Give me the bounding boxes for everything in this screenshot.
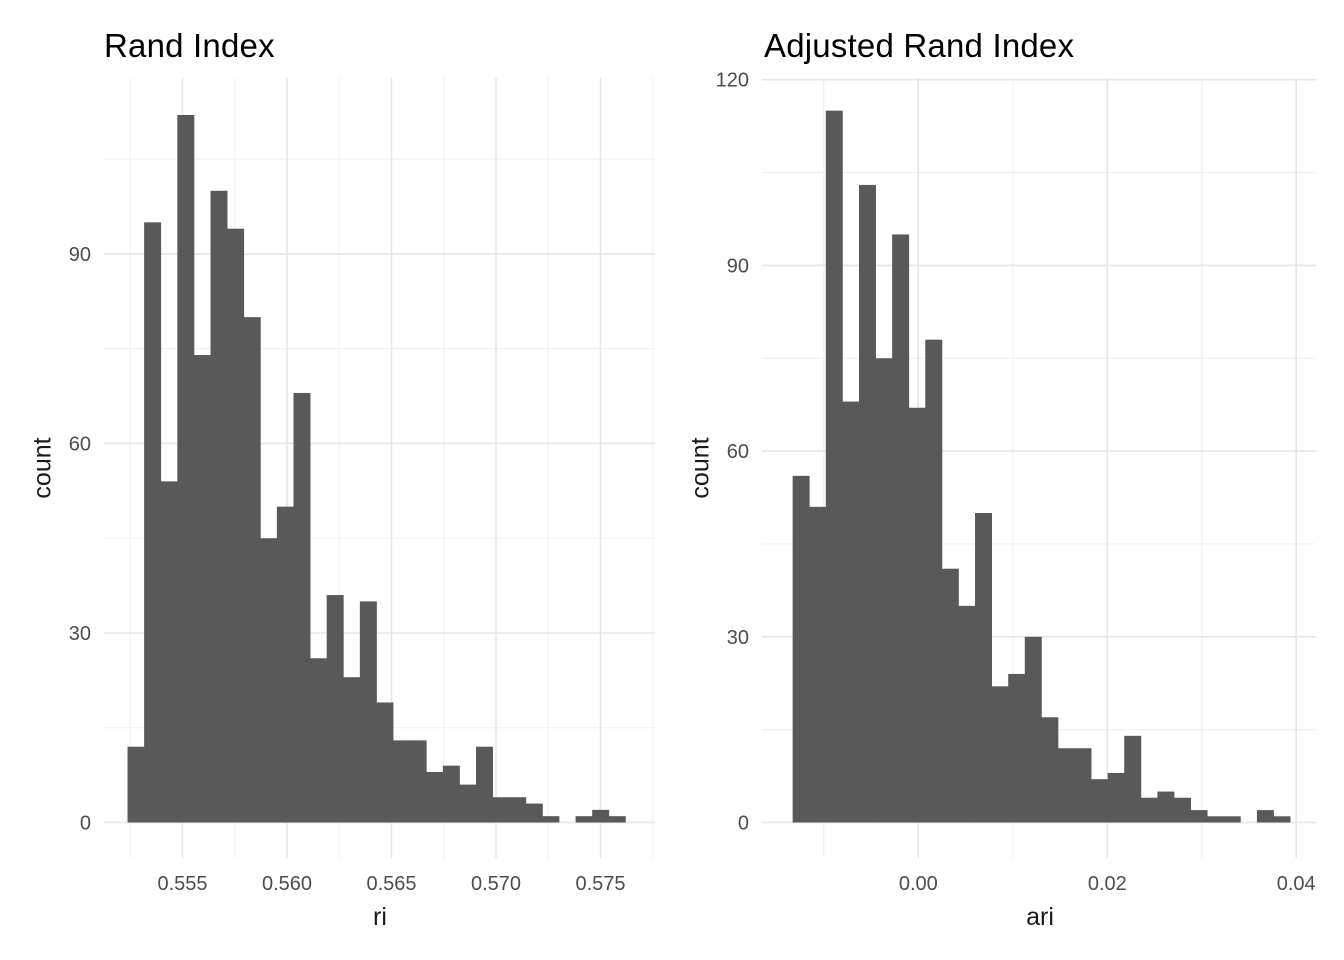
- histogram-bar: [409, 740, 427, 823]
- x-tick-label: 0.565: [366, 873, 416, 895]
- histogram-bar: [1223, 816, 1241, 823]
- y-tick-label: 60: [727, 441, 749, 463]
- tick-labels: 0.555 0.560 0.565 0.570 0.575 0 30 60 90: [69, 244, 626, 895]
- histogram-bar: [825, 110, 843, 823]
- histogram-bar: [1256, 810, 1274, 823]
- tick-labels: 0.00 0.02 0.04 0 30 60 90 120: [716, 70, 1316, 895]
- histogram-bar: [476, 746, 494, 823]
- histogram-bar: [1074, 748, 1092, 823]
- histogram-bar: [958, 605, 976, 823]
- x-tick-label: 0.575: [575, 873, 625, 895]
- histogram-bar: [608, 816, 626, 823]
- y-tick-label: 30: [69, 623, 91, 645]
- histogram-bar: [975, 513, 993, 823]
- histogram-bar: [792, 475, 810, 823]
- y-tick-label: 90: [727, 255, 749, 277]
- histogram-bar: [160, 481, 178, 823]
- histogram-bar: [393, 740, 411, 823]
- histogram-bar: [127, 746, 145, 823]
- histogram-bar: [326, 595, 344, 823]
- histogram-bar: [809, 506, 827, 823]
- histogram-bar: [908, 407, 926, 823]
- histogram-bars: [127, 115, 626, 823]
- histogram-bar: [144, 222, 162, 823]
- y-tick-label: 30: [727, 627, 749, 649]
- histogram-bar: [426, 771, 444, 823]
- panel-1: 0.00 0.02 0.04 0 30 60 90 120: [716, 70, 1316, 895]
- x-axis-title: ri: [373, 903, 387, 931]
- histogram-bar: [260, 538, 278, 823]
- histogram-bar: [1024, 636, 1042, 823]
- histogram-bars: [792, 110, 1291, 823]
- histogram-bar: [858, 184, 876, 823]
- x-tick-label: 0.00: [899, 873, 938, 895]
- histogram-bar: [592, 809, 610, 823]
- histogram-bar: [1124, 735, 1142, 823]
- histogram-bar: [293, 392, 311, 823]
- histogram-bar: [892, 234, 910, 823]
- histogram-bar: [227, 228, 245, 823]
- histogram-bar: [492, 797, 510, 823]
- x-tick-label: 0.02: [1088, 873, 1127, 895]
- histogram-bar: [1190, 810, 1208, 823]
- y-tick-label: 90: [69, 244, 91, 266]
- histogram-bar: [210, 190, 228, 823]
- histogram-bar: [442, 765, 460, 823]
- y-tick-label: 0: [80, 813, 91, 835]
- histogram-bar: [359, 601, 377, 823]
- histogram-bar: [177, 115, 195, 823]
- histogram-bar: [525, 803, 543, 823]
- histogram-bar: [1273, 816, 1291, 823]
- histogram-bar: [276, 506, 294, 823]
- histogram-bar: [459, 784, 477, 823]
- x-axis-title: ari: [1026, 903, 1054, 931]
- histogram-bar: [542, 816, 560, 823]
- histogram-bar: [1207, 816, 1225, 823]
- histogram-bar: [376, 702, 394, 823]
- histogram-bar: [310, 658, 328, 823]
- histogram-bar: [1041, 717, 1059, 823]
- histogram-bar: [1107, 772, 1125, 823]
- y-tick-label: 60: [69, 434, 91, 456]
- histogram-bar: [343, 677, 361, 823]
- histogram-bar: [1057, 748, 1075, 823]
- histogram-bar: [193, 355, 211, 823]
- histogram-bar: [243, 317, 261, 823]
- x-tick-label: 0.570: [471, 873, 521, 895]
- x-tick-label: 0.04: [1277, 873, 1316, 895]
- x-tick-label: 0.560: [262, 873, 312, 895]
- y-tick-label: 120: [716, 70, 749, 92]
- histogram-bar: [925, 339, 943, 823]
- histogram-bar: [1174, 797, 1191, 823]
- histogram-bar: [941, 568, 959, 823]
- histogram-bar: [1008, 673, 1026, 823]
- histogram-bar: [875, 358, 893, 823]
- plot-title: Adjusted Rand Index: [764, 27, 1075, 64]
- histogram-bar: [575, 816, 593, 823]
- histogram-bar: [509, 797, 527, 823]
- x-tick-label: 0.555: [157, 873, 207, 895]
- histogram-bar: [1157, 791, 1175, 823]
- histogram-bar: [991, 686, 1009, 823]
- y-tick-label: 0: [738, 813, 749, 835]
- histogram-bar: [1091, 779, 1109, 823]
- plot-title: Rand Index: [104, 27, 275, 64]
- histogram-bar: [842, 401, 860, 823]
- panel-0: 0.555 0.560 0.565 0.570 0.575 0 30 60 90: [69, 78, 655, 895]
- histogram-bar: [1140, 797, 1158, 823]
